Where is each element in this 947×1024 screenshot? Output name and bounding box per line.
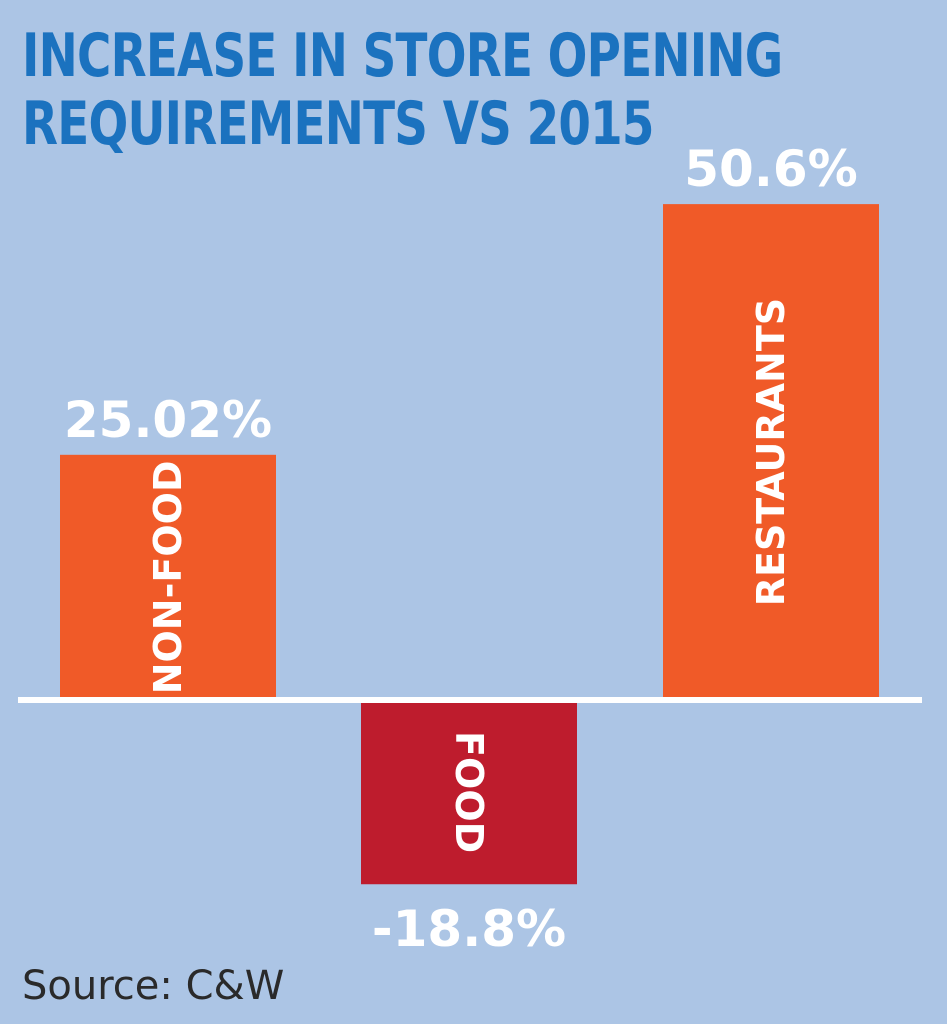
value-label-food: -18.8% bbox=[372, 900, 566, 958]
bar-restaurants bbox=[663, 204, 879, 700]
bar-non-food bbox=[60, 454, 276, 700]
baseline bbox=[18, 697, 922, 703]
bar-label-non-food: NON-FOOD bbox=[146, 461, 190, 695]
value-label-restaurants: 50.6% bbox=[684, 140, 857, 198]
chart-title-line-1: INCREASE IN STORE OPENING bbox=[22, 21, 783, 91]
bar-label-restaurants: RESTAURANTS bbox=[749, 298, 793, 606]
source-note: Source: C&W bbox=[22, 963, 285, 1009]
value-label-non-food: 25.02% bbox=[64, 391, 272, 449]
chart-title-line-2: REQUIREMENTS VS 2015 bbox=[22, 89, 655, 159]
bar-label-food: FOOD bbox=[447, 731, 491, 853]
bar-food bbox=[361, 700, 577, 885]
